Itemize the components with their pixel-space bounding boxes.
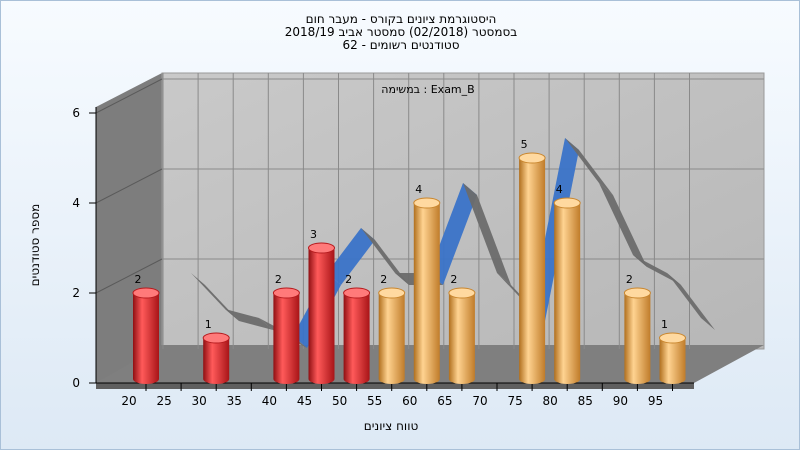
ribbon-segment <box>633 255 681 285</box>
data-label: 1 <box>205 318 212 331</box>
bar-cap <box>448 287 476 299</box>
y-tick-label: 0 <box>72 376 80 390</box>
bar-cap <box>132 287 160 299</box>
h-grid-line-side <box>95 258 163 294</box>
ribbon-segment <box>429 183 477 285</box>
x-tick-label: 35 <box>227 394 242 408</box>
bar <box>273 293 300 384</box>
bar-cap <box>272 287 300 299</box>
bar-cap <box>518 152 546 164</box>
data-label: 2 <box>345 273 352 286</box>
x-tick-label: 95 <box>648 394 663 408</box>
chart-title-line-1: היסטוגרמת ציונים בקורס - מעבר חום <box>306 12 497 26</box>
bar <box>554 203 581 384</box>
bar <box>624 293 651 384</box>
bar-cap <box>623 287 651 299</box>
ribbon-segment <box>361 228 409 285</box>
h-grid-line-side <box>95 78 163 114</box>
bar <box>413 203 440 384</box>
ribbon-segment <box>191 273 239 321</box>
data-label: 2 <box>450 273 457 286</box>
x-tick-label: 50 <box>332 394 347 408</box>
grid-lines <box>95 73 764 349</box>
x-tick-label: 60 <box>402 394 417 408</box>
h-grid-line-side <box>95 168 163 204</box>
data-label: 3 <box>310 228 317 241</box>
bar <box>133 293 159 384</box>
bars <box>132 152 686 384</box>
ribbon-segment <box>565 138 613 195</box>
bar-cap <box>659 332 686 344</box>
bar-cap <box>202 332 230 344</box>
y-axis-label: מספר סטודנטים <box>28 204 42 287</box>
front-floor-edge <box>96 383 694 389</box>
y-tick-label: 6 <box>72 106 80 120</box>
bar-cap <box>378 287 406 299</box>
x-tick-label: 90 <box>613 394 628 408</box>
bar <box>448 293 475 384</box>
x-tick-label: 30 <box>192 394 207 408</box>
ribbon-segment <box>327 228 375 285</box>
bar <box>343 293 370 384</box>
chart-title-line-2: בסמסטר (02/2018) סמסטר אביב 2018/19 <box>285 25 517 39</box>
chart-annotation: במשימה : Exam_B <box>381 83 474 96</box>
bar-cap <box>308 242 335 254</box>
data-labels: 2 1 2 3 2 2 4 2 5 4 2 1 <box>135 138 669 331</box>
ribbon-segment <box>599 183 647 267</box>
x-tick-label: 20 <box>121 394 136 408</box>
bar-cap <box>553 197 581 209</box>
x-tick-label: 40 <box>262 394 277 408</box>
bar <box>203 338 230 384</box>
x-ticks: 20 25 30 35 40 45 50 55 60 65 70 75 80 85 90 95 <box>121 383 673 408</box>
ribbon-segment <box>667 273 715 330</box>
x-tick-label: 75 <box>507 394 522 408</box>
chart-title-line-3: סטודנטים רשומים - 62 <box>342 38 459 52</box>
data-label: 4 <box>415 183 422 196</box>
bar <box>519 158 546 384</box>
bar-cap <box>343 287 371 299</box>
bar <box>378 293 405 384</box>
data-label: 5 <box>521 138 528 151</box>
data-label: 4 <box>556 183 563 196</box>
x-tick-label: 25 <box>156 394 171 408</box>
y-tick-label: 4 <box>72 196 80 210</box>
x-axis-label: טווח ציונים <box>364 419 419 433</box>
y-ticks: 0 2 4 6 <box>72 106 96 390</box>
data-label: 2 <box>626 273 633 286</box>
bar <box>308 248 335 384</box>
bar-cap <box>413 197 441 209</box>
bar <box>659 338 686 384</box>
x-tick-label: 55 <box>367 394 382 408</box>
x-tick-label: 45 <box>297 394 312 408</box>
ribbon-segment <box>463 183 511 285</box>
data-label: 2 <box>135 273 142 286</box>
x-tick-label: 85 <box>578 394 593 408</box>
ribbon-segment <box>225 309 273 330</box>
data-label: 2 <box>380 273 387 286</box>
x-tick-label: 80 <box>543 394 558 408</box>
data-label: 1 <box>661 318 668 331</box>
data-label: 2 <box>275 273 282 286</box>
x-tick-label: 70 <box>472 394 487 408</box>
x-tick-label: 65 <box>437 394 452 408</box>
y-tick-label: 2 <box>72 286 80 300</box>
